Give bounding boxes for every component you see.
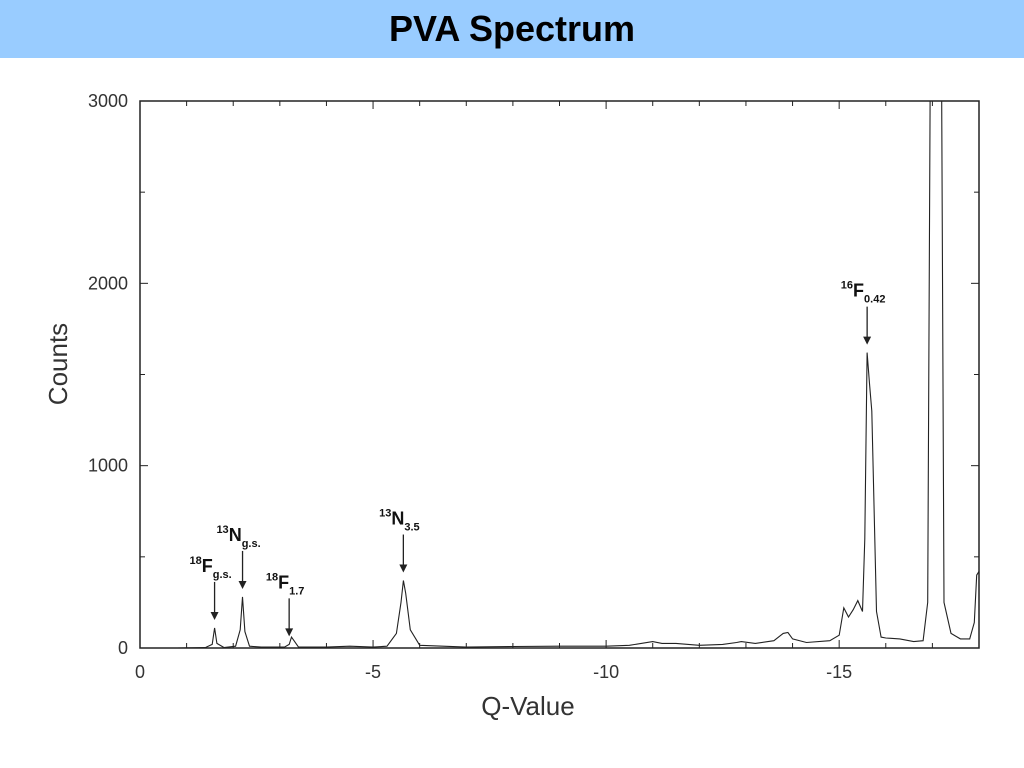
annotation-mass-number: 13 [379,508,391,520]
annotation-element: N [391,509,404,529]
x-tick-label: -10 [593,662,619,682]
y-tick-label: 2000 [88,273,128,293]
y-tick-label: 1000 [88,456,128,476]
slide-title: PVA Spectrum [388,8,636,49]
x-tick-label: -5 [365,662,381,682]
annotation-element: F [853,281,864,301]
x-tick-label: -15 [826,662,852,682]
annotation-state: 3.5 [404,522,419,534]
annotation-mass-number: 13 [216,524,228,536]
plot-frame [139,100,980,649]
annotation-mass-number: 18 [266,571,278,583]
annotation-element: F [278,572,289,592]
annotation-state: 0.42 [864,294,885,306]
peak-annotation: 18F1.7 [266,571,305,637]
peak-annotation: 13N3.5 [379,508,420,573]
x-tick-label: 0 [135,662,145,682]
annotation-label: 16F0.42 [841,280,886,306]
annotation-arrowhead [399,564,408,573]
annotation-label: 13Ng.s. [216,524,260,550]
annotation-mass-number: 16 [841,280,853,292]
annotation-state: 1.7 [289,585,304,597]
annotation-label: 18F1.7 [266,571,305,597]
y-axis-label: Counts [43,323,73,405]
annotation-arrowhead [285,628,294,637]
annotation-element: F [202,556,213,576]
peak-annotation: 16F0.42 [841,280,886,345]
annotation-label: 18Fg.s. [189,555,231,581]
annotation-element: N [229,525,242,545]
annotation-label: 13N3.5 [379,508,420,534]
annotation-arrowhead [863,336,872,345]
annotation-arrowhead [238,580,247,589]
y-tick-label: 3000 [88,91,128,111]
title-bar: PVA Spectrum [0,0,1024,58]
spectrum-line [140,101,979,648]
annotation-arrowhead [210,611,219,620]
annotation-mass-number: 18 [189,555,201,567]
annotation-state: g.s. [213,569,232,581]
annotation-state: g.s. [242,538,261,550]
peak-annotation: 18Fg.s. [189,555,232,620]
y-tick-label: 0 [118,638,128,658]
x-axis-label: Q-Value [481,691,574,721]
peak-annotation: 13Ng.s. [216,524,261,589]
